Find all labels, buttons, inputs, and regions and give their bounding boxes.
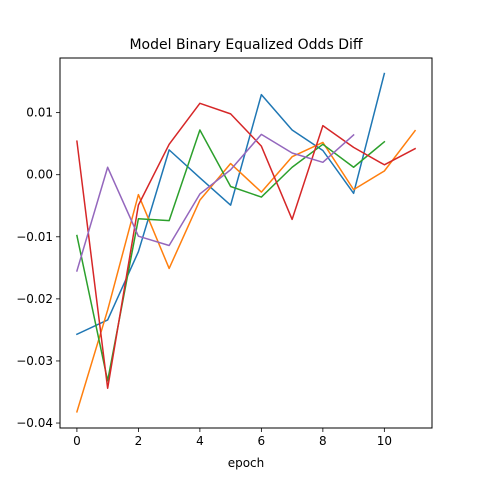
plot-area-frame [59, 57, 433, 429]
y-tick-label: 0.01 [26, 106, 53, 120]
x-tick-label: 6 [258, 434, 266, 448]
series-lines [75, 72, 417, 413]
y-tick-label: −0.03 [16, 354, 53, 368]
y-tick-label: −0.02 [16, 292, 53, 306]
series-line-4 [76, 102, 417, 390]
chart-title: Model Binary Equalized Odds Diff [129, 37, 362, 53]
x-tick-label: 10 [377, 434, 392, 448]
x-axis-ticks: 0 2 4 6 8 10 [73, 428, 392, 448]
series-line-5 [75, 133, 355, 272]
x-axis-label: epoch [228, 456, 265, 470]
x-tick-label: 8 [319, 434, 327, 448]
x-tick-label: 0 [73, 434, 81, 448]
series-line-3 [76, 129, 386, 382]
series-line-2 [75, 129, 417, 413]
x-tick-label: 4 [196, 434, 204, 448]
y-tick-label: −0.04 [16, 416, 53, 430]
x-tick-label: 2 [135, 434, 143, 448]
y-tick-label: −0.01 [16, 230, 53, 244]
y-axis-ticks: −0.04 −0.03 −0.02 −0.01 0.00 0.01 [16, 106, 60, 430]
y-tick-label: 0.00 [26, 168, 53, 182]
